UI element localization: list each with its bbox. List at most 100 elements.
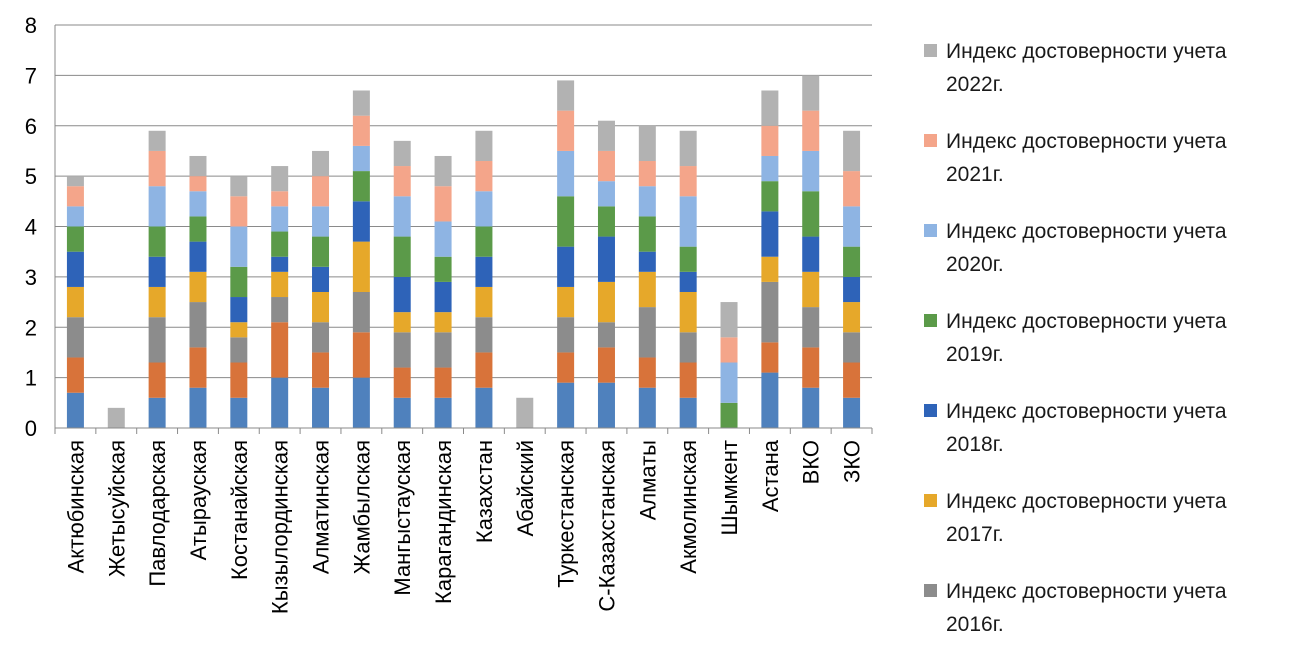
- bar-segment: [271, 271, 289, 298]
- bar-segment: [557, 382, 575, 428]
- bar-segment: [189, 271, 207, 303]
- bar-segment: [679, 166, 697, 197]
- bar-segment: [189, 387, 207, 428]
- bar-segment: [679, 246, 697, 272]
- bar-segment: [434, 281, 452, 313]
- bar-segment: [352, 171, 370, 202]
- bar-segment: [557, 196, 575, 247]
- bar-segment: [761, 342, 779, 373]
- bar-segment: [557, 352, 575, 383]
- legend-year: 2022г.: [946, 73, 1004, 96]
- bar-segment: [434, 367, 452, 398]
- legend-year: 2020г.: [946, 253, 1004, 276]
- bar-segment: [802, 150, 820, 192]
- bar-segment: [312, 322, 330, 353]
- x-tick-label: Кызылординская: [268, 440, 293, 614]
- bar-segment: [434, 186, 452, 222]
- bar-segment: [843, 130, 861, 172]
- bar-segment: [557, 150, 575, 197]
- bar-segment: [597, 120, 615, 151]
- bar-segment: [475, 387, 493, 428]
- axes: 0 1 2 3 4 5 6 7 8 Актюбинская Жетысуйская Павлодарс…: [25, 13, 873, 614]
- x-tick-label: ВКО: [799, 440, 824, 484]
- bar-segment: [557, 317, 575, 353]
- y-tick-label: 1: [25, 366, 37, 391]
- bar-segment: [434, 332, 452, 368]
- bar-segment: [271, 231, 289, 257]
- bar-segment: [393, 332, 411, 368]
- bar-segment: [843, 276, 861, 303]
- bar-segment: [475, 317, 493, 353]
- bar-segment: [679, 291, 697, 333]
- bar-segment: [597, 206, 615, 237]
- bar-segment: [393, 312, 411, 333]
- bar-segment: [393, 166, 411, 197]
- bar-segment: [230, 176, 248, 197]
- bar-segment: [720, 362, 738, 403]
- x-tick-label: Алматы: [635, 440, 660, 520]
- bar-segment: [230, 266, 248, 298]
- x-tick-label: Казахстан: [472, 440, 497, 543]
- bar-segment: [679, 332, 697, 363]
- bar-segment: [352, 241, 370, 292]
- bar-segment: [638, 251, 656, 272]
- bar-segment: [230, 297, 248, 323]
- bar-segment: [434, 221, 452, 257]
- bar-segment: [597, 181, 615, 207]
- bar-segment: [761, 372, 779, 428]
- bar-segment: [843, 246, 861, 277]
- y-tick-label: 3: [25, 265, 37, 290]
- bar-segment: [638, 271, 656, 308]
- bar-segment: [66, 226, 84, 252]
- bar-segment: [679, 271, 697, 292]
- bar-segment: [761, 155, 779, 182]
- bar-segment: [66, 206, 84, 227]
- bar-segment: [148, 362, 166, 398]
- bar-segment: [271, 191, 289, 207]
- legend-swatch: [924, 314, 937, 327]
- bar-segment: [434, 155, 452, 187]
- bar-segment: [720, 337, 738, 363]
- legend-swatch: [924, 404, 937, 417]
- bar-segment: [679, 196, 697, 247]
- bar-segment: [189, 155, 207, 177]
- bar-segment: [352, 115, 370, 146]
- bar-segment: [802, 387, 820, 428]
- bar-segment: [66, 186, 84, 207]
- legend-year: 2019г.: [946, 343, 1004, 366]
- bar-segment: [843, 362, 861, 398]
- bar-segment: [352, 145, 370, 172]
- x-tick-label: Карагандинская: [431, 440, 456, 604]
- bar-segment: [516, 397, 534, 428]
- bar-segment: [230, 337, 248, 363]
- x-tick-label: Жетысуйская: [104, 440, 129, 577]
- gridlines: [55, 24, 872, 379]
- x-tick-label: Акмолинская: [676, 440, 701, 574]
- legend-label: Индекс достоверности учета: [946, 400, 1227, 423]
- x-tick-label: Астана: [758, 439, 783, 512]
- bar-segment: [843, 302, 861, 333]
- bar-segment: [230, 196, 248, 227]
- bar-segment: [393, 196, 411, 237]
- bar-segment: [557, 80, 575, 111]
- bar-segment: [802, 271, 820, 308]
- bar-segment: [66, 286, 84, 318]
- bar-segment: [312, 176, 330, 207]
- bar-segment: [312, 150, 330, 177]
- legend-year: 2017г.: [946, 523, 1004, 546]
- x-tick-label: Атырауская: [186, 440, 211, 560]
- legend-year: 2021г.: [946, 163, 1004, 186]
- bar-segment: [638, 125, 656, 162]
- bar-segment: [475, 256, 493, 287]
- x-tick-label: ЗКО: [840, 440, 865, 483]
- bar-segment: [312, 266, 330, 292]
- bar-segment: [802, 347, 820, 388]
- legend-label: Индекс достоверности учета: [946, 40, 1227, 63]
- bar-segment: [393, 140, 411, 167]
- legend: Индекс достоверности учета 2022г. Индекс д…: [924, 40, 1227, 636]
- bar-segment: [271, 377, 289, 428]
- bar-segment: [843, 206, 861, 247]
- bar-segment: [475, 161, 493, 192]
- y-tick-label: 7: [25, 63, 37, 88]
- bar-segment: [352, 90, 370, 116]
